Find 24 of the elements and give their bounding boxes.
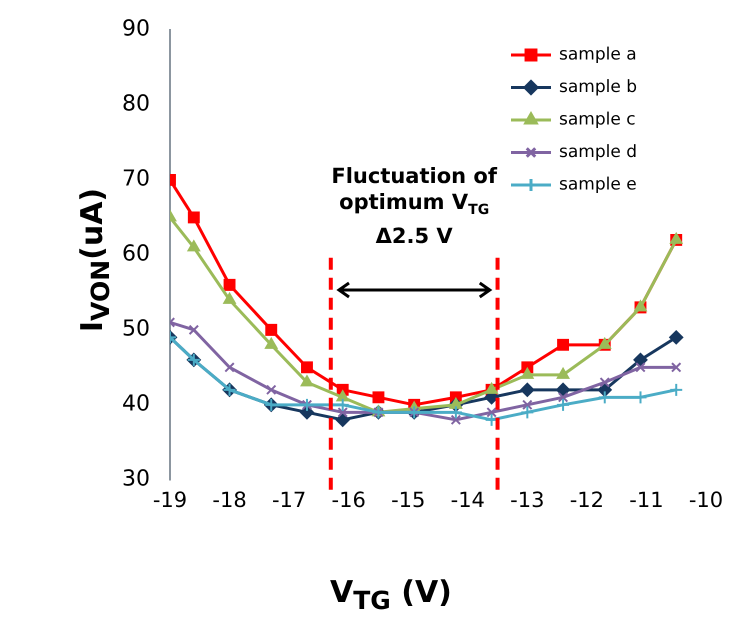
y-tick-label: 90 xyxy=(122,16,150,42)
y-tick-label: 60 xyxy=(122,242,150,267)
legend-label: sample e xyxy=(559,174,637,194)
x-tick-label: -19 xyxy=(152,488,188,512)
legend-label: sample a xyxy=(559,44,637,64)
x-tick-label: -17 xyxy=(272,488,306,512)
x-tick-label: -11 xyxy=(629,488,664,512)
x-axis-title: V$_{TG}$ (V) xyxy=(330,575,452,615)
y-tick-label: 70 xyxy=(122,166,150,192)
x-tick-label: -16 xyxy=(332,488,366,512)
x-tick-label: -10 xyxy=(688,488,724,512)
legend-label: sample c xyxy=(559,109,636,130)
legend-label: sample d xyxy=(559,142,638,162)
x-tick-label: -14 xyxy=(450,488,485,512)
x-tick-label: -12 xyxy=(570,488,604,512)
y-tick-label: 40 xyxy=(122,392,150,417)
y-tick-label: 80 xyxy=(122,92,150,117)
x-tick-label: -15 xyxy=(391,488,426,512)
x-tick-label: -18 xyxy=(212,488,247,512)
y-tick-label: 30 xyxy=(122,466,150,492)
y-tick-label: 50 xyxy=(122,316,150,342)
annotation: Fluctuation of optimum V$_{TG}$ Δ2.5 V xyxy=(330,163,498,250)
x-tick-label: -13 xyxy=(510,488,544,512)
legend-label: sample b xyxy=(559,76,638,97)
